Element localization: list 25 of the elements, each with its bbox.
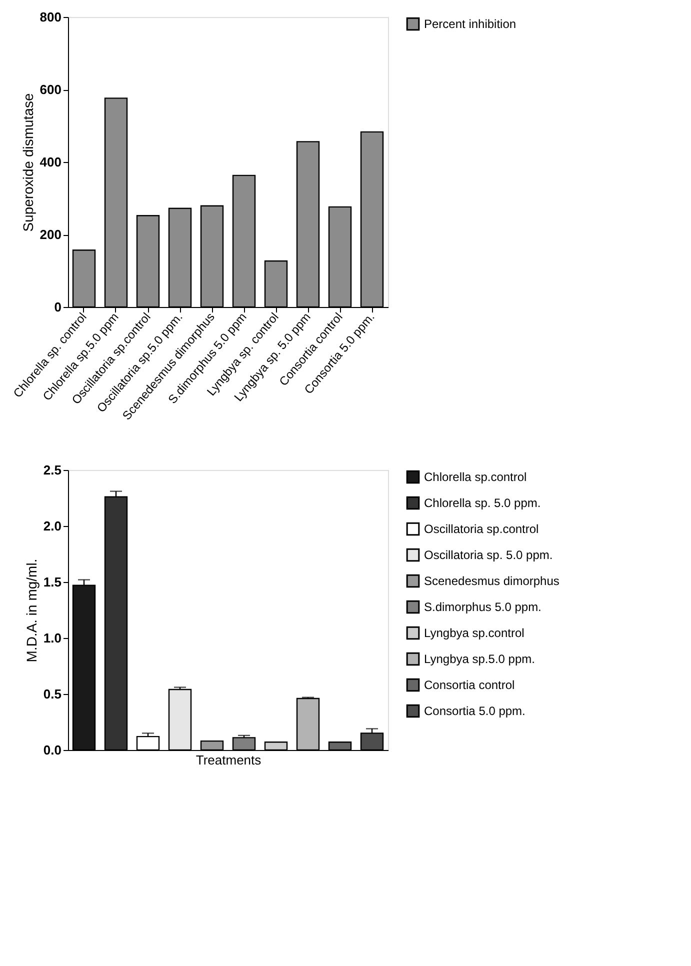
x-axis-title: Treatments (196, 752, 262, 768)
legend-label: Percent inhibition (424, 17, 516, 31)
y-tick-label: 1.5 (43, 574, 62, 590)
y-tick-label: 1.0 (43, 630, 62, 646)
legend-label: Chlorella sp.control (424, 470, 527, 484)
y-tick-label: 0 (54, 300, 62, 314)
y-tick-label: 400 (40, 154, 62, 170)
y-tick-label: 2.0 (43, 518, 62, 534)
y-tick-label: 200 (40, 227, 62, 242)
legend-label: S.dimorphus 5.0 ppm. (424, 600, 542, 614)
y-axis-title: Superoxide dismutase (20, 93, 36, 232)
y-tick-label: 600 (40, 82, 62, 97)
legend-label: Consortia 5.0 ppm. (424, 704, 526, 718)
y-tick-label: 800 (40, 10, 62, 24)
legend-label: Oscillatoria sp. 5.0 ppm. (424, 548, 553, 562)
legend-label: Scenedesmus dimorphus (424, 574, 560, 588)
y-tick-label: 0.5 (43, 686, 62, 702)
legend-label: Oscillatoria sp.control (424, 522, 539, 536)
y-tick-label: 2.5 (43, 462, 62, 478)
legend-label: Consortia control (424, 678, 515, 692)
legend-label: Lyngbya sp.control (424, 626, 524, 640)
legend-label: Chlorella sp. 5.0 ppm. (424, 496, 541, 510)
legend-label: Lyngbya sp.5.0 ppm. (424, 652, 535, 666)
y-tick-label: 0.0 (43, 742, 62, 758)
y-axis-title: M.D.A. in mg/ml. (23, 558, 40, 662)
